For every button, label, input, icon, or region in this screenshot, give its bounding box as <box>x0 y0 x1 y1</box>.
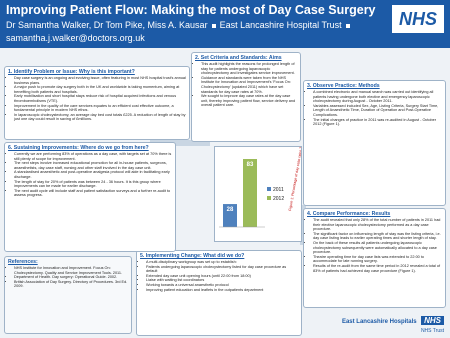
separator <box>211 23 216 28</box>
section-item: The next audit cycle will include staff … <box>14 189 172 198</box>
section-item: This audit highlights the reasons for pr… <box>201 62 297 76</box>
section-box: 1. Identify Problem or Issue: Why is thi… <box>4 66 190 140</box>
reference-list: NHS Institute for Innovation and Improve… <box>8 266 128 289</box>
legend-swatch <box>267 196 271 200</box>
reference-item: British Association of Day Surgery. Dire… <box>14 280 128 289</box>
cycle-arrow <box>150 140 210 146</box>
section-list: Day case surgery is an ongoing and evolv… <box>8 76 186 122</box>
legend-label: 2011 <box>273 187 284 193</box>
section-item: A standardised anaesthetic and post-oper… <box>14 170 172 179</box>
section-list: Currently we are performing 83% of opera… <box>8 152 172 198</box>
separator <box>345 23 350 28</box>
title: Improving Patient Flow: Making the most … <box>6 3 376 17</box>
legend-swatch <box>267 187 271 191</box>
section-item: Improving patient education and leaflets… <box>146 288 298 293</box>
section-item: On the back of these results all patient… <box>313 241 442 255</box>
section-item: Theatre operating time for day case list… <box>313 255 442 264</box>
references-heading: References: <box>8 259 38 265</box>
section-list: A combined electronic and manual search … <box>307 90 442 127</box>
footer-trust: NHS Trust <box>420 328 444 334</box>
section-item: Day case surgery is an ongoing and evolv… <box>14 76 186 85</box>
section-item: A major push to promote day surgery both… <box>14 85 186 94</box>
section-item: Currently we are performing 83% of opera… <box>14 152 172 161</box>
authors: Dr Samantha Walker, Dr Tom Pike, Miss A.… <box>6 20 208 30</box>
email: samantha.j.walker@doctors.org.uk <box>6 33 145 43</box>
reference-item: Department of Health. Day surgery: Opera… <box>14 275 128 280</box>
section-item: Early mobilisation and short hospital st… <box>14 94 186 103</box>
section-box: 5. Implementing Change: What did we do?A… <box>136 250 302 336</box>
section-item: We sought to improve day case rates at t… <box>201 94 297 108</box>
section-list: The audit revealed that only 28% of the … <box>307 218 442 273</box>
section-item: The initial changes of practice in 2011 … <box>313 118 442 127</box>
header: Improving Patient Flow: Making the most … <box>0 0 450 48</box>
value-label: 28 <box>227 207 234 213</box>
figure-caption: Figure 1: Percentage of day case rates 2… <box>288 147 301 211</box>
author-line: Dr Samantha Walker, Dr Tom Pike, Miss A.… <box>6 20 354 30</box>
section-item: The length of stay for 20% of patients w… <box>14 180 172 189</box>
section-item: Improvement in the quality of the care s… <box>14 104 186 113</box>
footer-name: East Lancashire Hospitals <box>341 319 417 325</box>
section-box: 2. Set Criteria and Standards: AimsThis … <box>191 52 301 142</box>
section-item: Liaise with waiting list coordinators <box>146 278 298 283</box>
reference-item: NHS Institute for Innovation and Improve… <box>14 266 128 275</box>
section-heading: 6. Sustaining Improvements: Where do we … <box>8 145 149 151</box>
section-item: The next steps involve increased educati… <box>14 161 172 170</box>
section-item: A combined electronic and manual search … <box>313 90 442 104</box>
nhs-logo: NHS <box>392 5 444 33</box>
bar <box>223 204 237 227</box>
section-item: Working towards a universal anaesthetic … <box>146 283 298 288</box>
section-item: In laparoscopic cholecystectomy, an aver… <box>14 113 186 122</box>
section-heading: 1. Identify Problem or Issue: Why is thi… <box>8 69 135 75</box>
bar <box>243 159 257 227</box>
section-item: Variables assessed included Sex, Age, Li… <box>313 104 442 118</box>
section-box: 6. Sustaining Improvements: Where do we … <box>4 142 176 252</box>
value-label: 83 <box>247 162 254 168</box>
section-item: A multi-disciplinary workgroup was set u… <box>146 260 298 265</box>
section-heading: 3. Observe Practice: Methods <box>307 83 380 89</box>
references: References: NHS Institute for Innovation… <box>4 256 132 334</box>
section-box: 4. Compare Performance: ResultsThe audit… <box>303 208 446 308</box>
legend-label: 2012 <box>273 196 284 202</box>
figure-chart: 28 2011 83 2012 Figure 1: Percentage of day … <box>219 132 306 228</box>
trust: East Lancashire Hospital Trust <box>219 20 342 30</box>
section-item: Patients undergoing laparoscopic cholecy… <box>146 265 298 274</box>
section-list: This audit highlights the reasons for pr… <box>195 62 297 108</box>
section-item: The audit revealed that only 28% of the … <box>313 218 442 232</box>
figure: 28 2011 83 2012 Figure 1: Percentage of day … <box>214 132 306 242</box>
section-list: A multi-disciplinary workgroup was set u… <box>140 260 298 292</box>
section-item: The significant factor on influencing le… <box>313 232 442 241</box>
section-item: Extended day case unit opening hours (un… <box>146 274 298 279</box>
section-heading: 5. Implementing Change: What did we do? <box>140 253 245 259</box>
section-item: Results of the re-audit from the same ti… <box>313 264 442 273</box>
section-heading: 2. Set Criteria and Standards: Aims <box>195 55 282 61</box>
section-item: Guidance and standards were taken from t… <box>201 76 297 94</box>
footer: East Lancashire Hospitals NHS NHS Trust <box>342 310 444 334</box>
footer-logo: NHS <box>421 316 444 325</box>
section-heading: 4. Compare Performance: Results <box>307 211 391 217</box>
section-box: 3. Observe Practice: MethodsA combined e… <box>303 80 446 206</box>
